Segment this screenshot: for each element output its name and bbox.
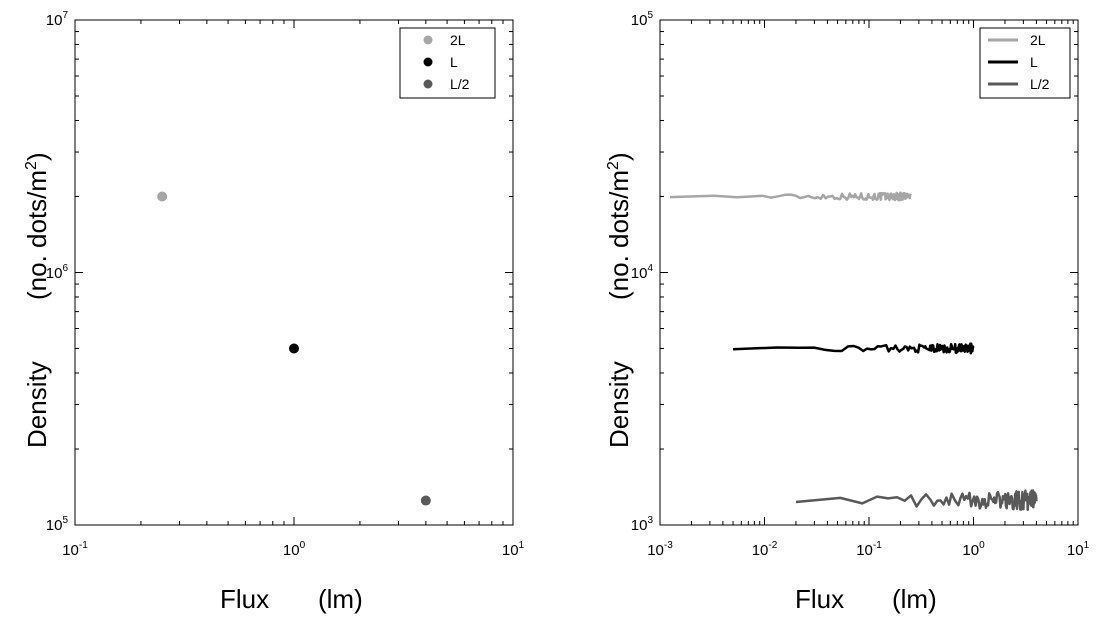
left-legend-marker-2l bbox=[423, 35, 433, 45]
right-legend-label-2l: 2L bbox=[1030, 32, 1046, 48]
left-x-axis-label: Flux bbox=[220, 584, 269, 614]
left-x-tick-label: 100 bbox=[283, 540, 306, 559]
left-legend-box bbox=[399, 27, 496, 99]
right-plot-frame bbox=[659, 19, 1079, 526]
right-y-axis-label: Density bbox=[604, 361, 634, 448]
right-x-tick-label: 10-1 bbox=[856, 540, 882, 559]
left-x-tick-label: 101 bbox=[502, 540, 525, 559]
right-y-tick-label: 105 bbox=[631, 10, 654, 29]
right-legend-label-l: L bbox=[1030, 54, 1038, 70]
left-legend: 2L L L/2 bbox=[399, 27, 496, 99]
scatter-point-2l bbox=[157, 191, 168, 202]
left-axis-ticks bbox=[74, 19, 514, 526]
left-data-marks bbox=[157, 191, 431, 506]
right-x-tick-label: 101 bbox=[1067, 540, 1090, 559]
left-legend-marker-l-half bbox=[423, 79, 433, 89]
series-line-2l bbox=[670, 191, 912, 202]
series-line-l-half2 bbox=[795, 489, 1038, 512]
left-scatter-panel: 10-1 100 101 105 106 107 Flux (lm) Densi… bbox=[22, 10, 525, 614]
right-y-tick-label: 104 bbox=[631, 263, 654, 282]
left-legend-label-l-half: L/2 bbox=[450, 76, 470, 92]
right-legend-label-l-half: L/2 bbox=[1030, 76, 1050, 92]
series-line-l bbox=[732, 342, 975, 355]
left-x-axis-unit: (lm) bbox=[318, 584, 363, 614]
left-legend-label-l: L bbox=[450, 54, 458, 70]
right-x-tick-label: 10-2 bbox=[752, 540, 778, 559]
left-y-axis-unit: (no. dots/m2) bbox=[22, 152, 52, 300]
scatter-point-l-half2 bbox=[420, 495, 431, 506]
right-y-axis-unit: (no. dots/m2) bbox=[604, 152, 634, 300]
left-x-tick-label: 10-1 bbox=[62, 540, 88, 559]
right-data-marks bbox=[670, 191, 1038, 512]
right-x-tick-label: 100 bbox=[962, 540, 985, 559]
right-x-axis-unit: (lm) bbox=[892, 584, 937, 614]
right-y-tick-label: 103 bbox=[631, 515, 654, 534]
left-y-tick-label: 107 bbox=[46, 10, 69, 29]
scatter-point-l bbox=[289, 343, 299, 354]
right-x-tick-label: 10-3 bbox=[647, 540, 673, 559]
left-y-axis-label: Density bbox=[22, 361, 52, 448]
right-legend: 2L L L/2 bbox=[979, 27, 1071, 99]
left-y-tick-label: 105 bbox=[46, 515, 69, 534]
left-plot-frame bbox=[74, 19, 514, 526]
right-axis-ticks bbox=[659, 19, 1079, 526]
left-legend-label-2l: 2L bbox=[450, 32, 466, 48]
right-line-panel: 10-3 10-2 10-1 100 101 103 104 105 Flux … bbox=[604, 10, 1090, 614]
right-x-axis-label: Flux bbox=[795, 584, 844, 614]
left-legend-marker-l bbox=[423, 57, 433, 67]
